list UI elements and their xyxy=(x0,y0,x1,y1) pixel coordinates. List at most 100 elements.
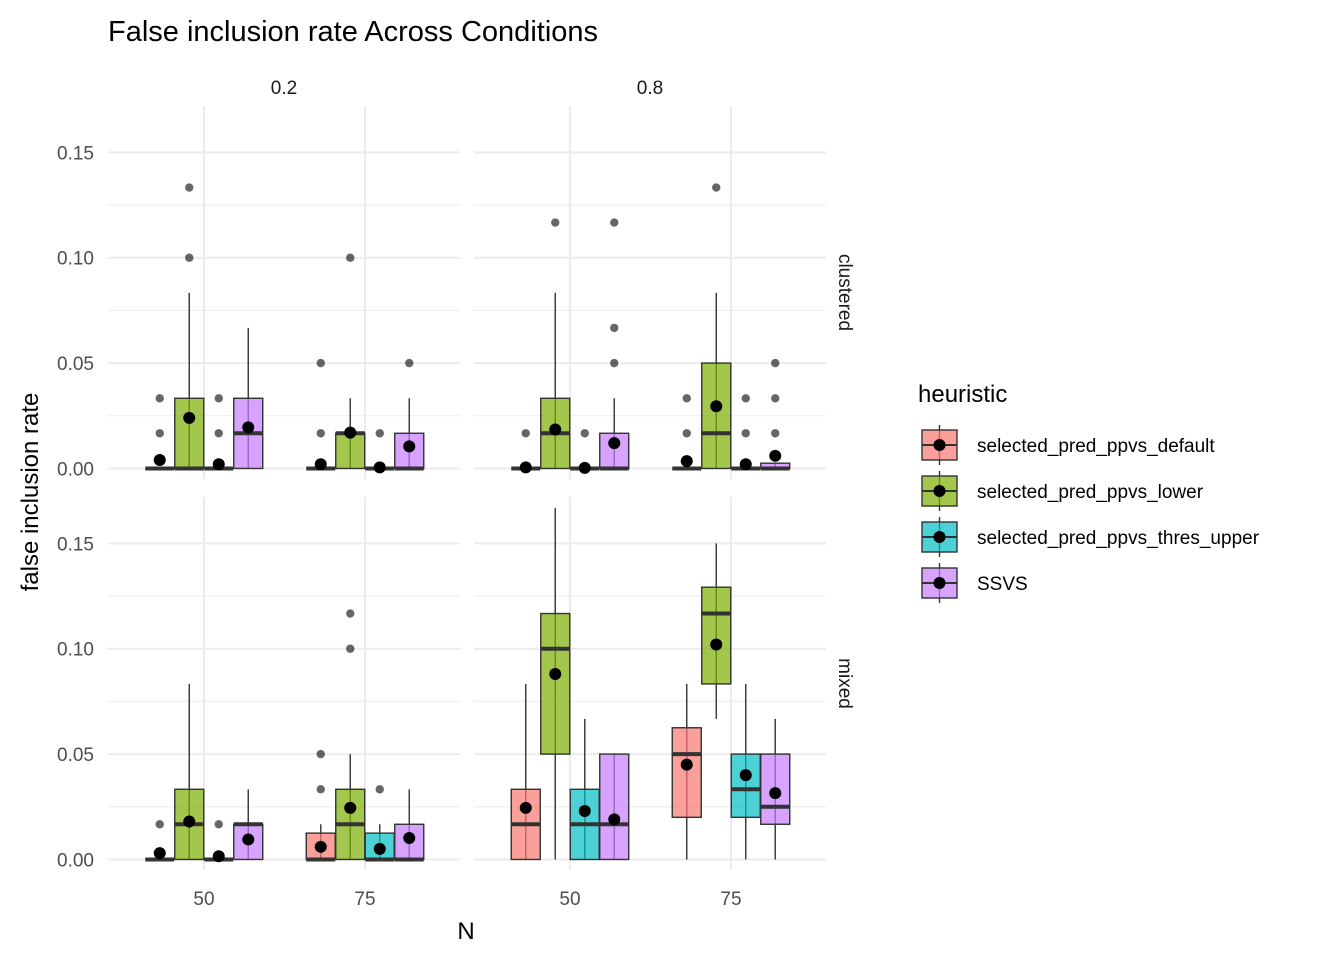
outlier-point xyxy=(214,394,223,403)
outlier-point xyxy=(682,429,691,438)
facet-strip-row: clustered xyxy=(834,254,855,331)
box xyxy=(701,362,732,470)
mean-point xyxy=(314,840,327,853)
outlier-point xyxy=(375,429,384,438)
legend-title: heuristic xyxy=(918,381,1007,408)
facet-strip-col: 0.8 xyxy=(637,78,663,99)
mean-point xyxy=(769,787,782,800)
chart-title: False inclusion rate Across Conditions xyxy=(108,16,598,48)
outlier-point xyxy=(185,183,194,192)
mean-point xyxy=(153,454,166,467)
mean-point xyxy=(549,423,562,436)
y-tick-label: 0.00 xyxy=(57,850,94,871)
outlier-point xyxy=(346,644,355,653)
outlier-point xyxy=(316,749,325,759)
mean-point xyxy=(710,638,723,651)
outlier-point xyxy=(185,253,194,262)
outlier-point xyxy=(771,394,780,403)
box xyxy=(174,397,205,470)
mean-point xyxy=(739,769,752,782)
mean-point xyxy=(769,449,782,462)
outlier-point xyxy=(155,820,164,829)
legend-label: selected_pred_ppvs_default xyxy=(977,436,1215,457)
outlier-point xyxy=(610,358,619,368)
mean-point xyxy=(373,842,386,855)
outlier-point xyxy=(580,429,589,438)
mean-point xyxy=(680,455,693,468)
mean-point xyxy=(710,400,723,413)
legend-label: selected_pred_ppvs_lower xyxy=(977,482,1204,503)
outlier-point xyxy=(682,394,691,403)
y-tick-label: 0.00 xyxy=(57,459,94,480)
x-axis-title: N xyxy=(457,918,474,945)
x-tick-label: 50 xyxy=(559,889,580,910)
outlier-point xyxy=(610,323,619,333)
mean-point xyxy=(519,461,532,474)
outlier-point xyxy=(551,218,560,227)
grid-layer xyxy=(108,106,826,870)
mean-point xyxy=(519,801,532,814)
y-tick-label: 0.05 xyxy=(57,745,94,766)
mean-point xyxy=(403,440,416,453)
outlier-point xyxy=(155,429,164,438)
legend-key-mean xyxy=(933,439,946,451)
outlier-point xyxy=(155,394,164,403)
box xyxy=(671,727,702,819)
legend-label: selected_pred_ppvs_thres_upper xyxy=(977,528,1260,549)
box xyxy=(730,753,761,819)
y-tick-label: 0.15 xyxy=(57,534,94,555)
outlier-point xyxy=(405,358,414,368)
y-axis-title: false inclusion rate xyxy=(17,393,44,592)
outlier-point xyxy=(712,183,721,192)
label-layer: False inclusion rate Across Conditions N… xyxy=(17,16,855,945)
outlier-point xyxy=(214,820,223,829)
mean-point xyxy=(578,461,591,474)
legend-key-mean xyxy=(933,577,946,589)
mean-point xyxy=(549,668,562,681)
outlier-point xyxy=(214,429,223,438)
mean-point xyxy=(242,833,255,846)
y-tick-label: 0.10 xyxy=(57,640,94,661)
y-tick-label: 0.05 xyxy=(57,354,94,375)
x-tick-label: 75 xyxy=(720,889,741,910)
mean-point xyxy=(183,411,196,424)
outlier-point xyxy=(521,429,530,438)
mean-point xyxy=(344,801,357,814)
box xyxy=(540,612,571,755)
mean-point xyxy=(212,458,225,471)
legend-key-mean xyxy=(933,531,946,543)
mean-point xyxy=(153,847,166,860)
outlier-point xyxy=(346,609,355,618)
legend: heuristic selected_pred_ppvs_defaultsele… xyxy=(918,381,1260,603)
mean-point xyxy=(344,426,357,439)
mean-point xyxy=(183,815,196,828)
outlier-point xyxy=(610,218,619,227)
mean-point xyxy=(242,421,255,434)
legend-label: SSVS xyxy=(977,574,1028,595)
mean-point xyxy=(608,813,621,826)
outlier-point xyxy=(771,358,780,368)
outlier-point xyxy=(741,429,750,438)
mean-point xyxy=(373,461,386,474)
mean-point xyxy=(403,831,416,844)
mean-point xyxy=(578,804,591,817)
outlier-point xyxy=(316,785,325,794)
y-tick-label: 0.10 xyxy=(57,249,94,270)
x-tick-label: 50 xyxy=(193,889,214,910)
outlier-point xyxy=(316,358,325,368)
mean-point xyxy=(314,458,327,471)
outlier-point xyxy=(346,253,355,262)
mean-point xyxy=(608,437,621,450)
box xyxy=(599,753,630,861)
outlier-point xyxy=(741,394,750,403)
outlier-point xyxy=(771,429,780,438)
facet-strip-row: mixed xyxy=(834,658,855,709)
mean-point xyxy=(212,850,225,863)
y-tick-label: 0.15 xyxy=(57,143,94,164)
outlier-point xyxy=(316,429,325,438)
x-tick-label: 75 xyxy=(354,889,375,910)
mark-layer xyxy=(145,183,791,863)
facet-strip-col: 0.2 xyxy=(271,78,297,99)
box xyxy=(701,586,732,685)
